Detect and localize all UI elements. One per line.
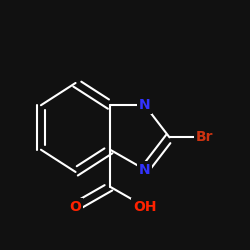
Text: Br: Br [195,130,213,144]
Text: N: N [139,162,150,176]
Text: N: N [139,98,150,112]
Text: OH: OH [133,200,156,213]
Text: O: O [70,200,82,213]
